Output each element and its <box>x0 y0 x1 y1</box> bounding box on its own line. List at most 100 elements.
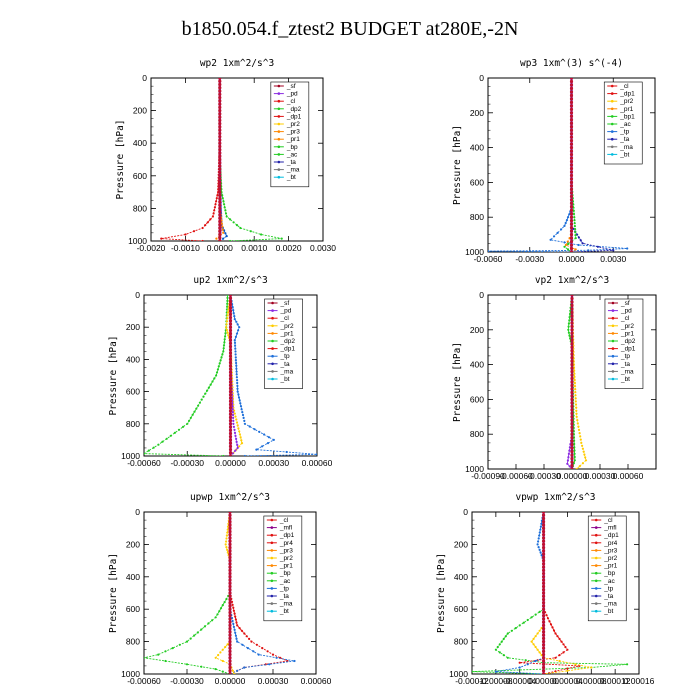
data-point <box>506 632 509 635</box>
legend-marker <box>271 362 274 366</box>
data-point <box>234 359 237 362</box>
series-line-dp1 <box>519 512 580 674</box>
data-point <box>530 616 533 619</box>
page-title: b1850.054.f_ztest2 BUDGET at280E,-2N <box>181 18 519 40</box>
data-point <box>236 443 239 446</box>
data-point <box>235 440 238 443</box>
y-tick-label: 800 <box>470 212 484 222</box>
data-point <box>541 633 546 637</box>
data-point <box>157 653 160 656</box>
data-point <box>228 640 232 644</box>
legend-marker <box>611 332 615 335</box>
legend-marker <box>270 564 274 567</box>
chart-panel-6: vpwp 1xm^2/s^3 Pressure [hPa] 0 200 400 600 80… <box>436 492 655 686</box>
data-point <box>234 618 237 621</box>
legend-marker <box>271 324 274 328</box>
legend-marker <box>594 556 598 560</box>
data-point <box>218 86 222 90</box>
data-point <box>238 399 241 402</box>
y-tick-label: 1000 <box>465 247 484 257</box>
data-point <box>228 665 232 670</box>
data-point <box>574 394 577 397</box>
data-point <box>228 338 233 342</box>
data-point <box>224 645 227 649</box>
legend-item: _ta <box>280 361 290 368</box>
data-point <box>494 648 497 651</box>
data-point <box>570 376 574 381</box>
data-point <box>232 609 235 612</box>
data-point <box>228 672 232 674</box>
data-point <box>573 216 576 219</box>
data-point <box>534 659 537 663</box>
y-tick-label: 1000 <box>121 669 140 679</box>
data-point <box>218 164 222 168</box>
legend-item: _pr2 <box>286 121 300 128</box>
data-point <box>541 568 546 572</box>
data-point <box>213 377 216 380</box>
data-point <box>228 390 233 394</box>
data-point <box>572 212 576 216</box>
legend-item: _dp2 <box>286 106 302 113</box>
data-point <box>562 643 565 646</box>
data-point <box>541 627 546 631</box>
legend-item: _cl <box>286 98 296 105</box>
data-point <box>569 146 574 150</box>
data-point <box>570 295 574 297</box>
legend-item: _pr1 <box>620 330 634 337</box>
y-tick-label: 0 <box>479 290 484 300</box>
data-point <box>228 431 233 436</box>
data-point <box>218 112 222 116</box>
data-point <box>574 231 577 234</box>
data-point <box>574 234 577 237</box>
data-point <box>233 341 237 344</box>
data-point <box>558 659 561 663</box>
data-point <box>541 597 546 602</box>
data-point <box>573 452 576 455</box>
legend-item: _pr4 <box>279 540 293 547</box>
data-point <box>218 128 222 132</box>
data-point <box>232 625 235 629</box>
legend-item: _pr3 <box>286 129 300 136</box>
data-point <box>553 235 556 238</box>
data-point <box>541 549 546 553</box>
data-point <box>570 300 574 304</box>
chart-panel-3: up2 1xm^2/s^3 Pressure [hPa] 0 200 400 600 800… <box>108 275 333 468</box>
data-point <box>596 245 600 248</box>
data-point <box>228 575 232 579</box>
data-point <box>574 248 577 251</box>
data-point <box>228 312 233 316</box>
data-point <box>228 646 232 650</box>
data-point <box>228 335 233 339</box>
data-point <box>171 647 174 650</box>
data-point <box>235 370 238 373</box>
y-tick-label: 1000 <box>121 451 140 461</box>
data-point <box>218 82 222 87</box>
series-line-pr2 <box>531 512 592 674</box>
y-tick-label: 800 <box>126 419 140 429</box>
data-point <box>228 623 232 628</box>
data-point <box>233 315 236 318</box>
legend-marker <box>594 594 598 598</box>
data-point <box>232 312 235 315</box>
data-point <box>228 373 233 378</box>
legend-marker <box>611 377 615 381</box>
data-point <box>228 562 232 566</box>
data-point <box>191 413 194 416</box>
data-point <box>584 459 588 462</box>
data-point <box>570 467 574 469</box>
data-point <box>225 540 228 543</box>
data-point <box>504 635 507 638</box>
data-point <box>144 656 146 659</box>
legend-marker <box>271 332 274 335</box>
data-point <box>231 306 234 309</box>
data-point <box>567 456 570 459</box>
data-point <box>203 625 206 628</box>
data-point <box>570 335 574 339</box>
legend-marker <box>594 564 598 567</box>
data-point <box>219 651 222 654</box>
series-group <box>566 295 588 469</box>
y-tick-label: 400 <box>133 138 147 148</box>
data-point <box>218 99 222 103</box>
data-point <box>195 407 198 410</box>
data-point <box>169 434 172 437</box>
